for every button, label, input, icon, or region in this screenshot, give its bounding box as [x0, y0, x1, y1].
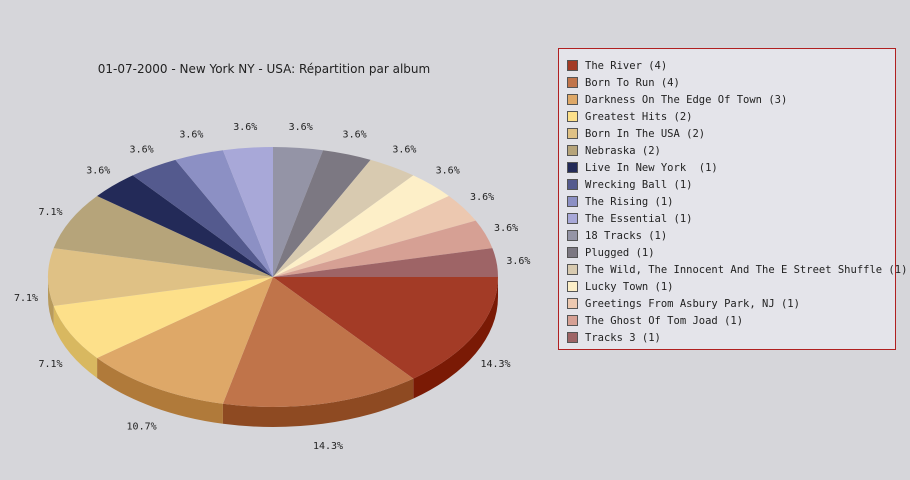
legend-label: Greetings From Asbury Park, NJ (1) — [585, 297, 800, 310]
legend-swatch — [567, 94, 578, 105]
legend-swatch — [567, 281, 578, 292]
pie-slice — [175, 150, 273, 277]
legend-label: Lucky Town (1) — [585, 280, 674, 293]
pie-slice — [273, 150, 371, 277]
slice-percent-label: 3.6% — [436, 166, 460, 177]
legend-label: Born In The USA (2) — [585, 127, 706, 140]
legend-swatch — [567, 196, 578, 207]
legend-swatch — [567, 230, 578, 241]
pie-slice — [273, 277, 498, 379]
legend-item: The Ghost Of Tom Joad (1) — [559, 312, 895, 329]
legend-label: Tracks 3 (1) — [585, 331, 661, 344]
pie-slice — [222, 277, 414, 407]
pie-slice — [47, 248, 273, 306]
legend-label: Wrecking Ball (1) — [585, 178, 693, 191]
slice-percent-label: 7.1% — [38, 207, 62, 218]
slice-percent-label: 3.6% — [233, 122, 257, 133]
pie-slice-side — [53, 305, 98, 379]
legend-item: Nebraska (2) — [559, 142, 895, 159]
slice-percent-label: 3.6% — [130, 144, 154, 155]
pie-slice — [53, 195, 273, 277]
pie-slice — [97, 277, 273, 404]
slice-percent-label: 3.6% — [179, 130, 203, 141]
pie-chart: 14.3% 14.3% 10.7% 7.1% 7.1% 7.1% 3.6% 3.6% 3.6% 3… — [14, 122, 530, 452]
chart-title: 01-07-2000 - New York NY - USA: Répartit… — [97, 62, 431, 76]
legend-item: Darkness On The Edge Of Town (3) — [559, 91, 895, 108]
slice-percent-label: 3.6% — [289, 122, 313, 133]
slice-percent-label: 7.1% — [38, 359, 62, 370]
pie-slice — [53, 277, 273, 359]
pie-side-walls — [48, 277, 498, 427]
legend-label: The Essential (1) — [585, 212, 693, 225]
slice-percent-label: 14.3% — [480, 359, 510, 370]
legend-swatch — [567, 60, 578, 71]
pie-slice-side — [222, 378, 414, 427]
legend-swatch — [567, 111, 578, 122]
slice-percent-label: 7.1% — [14, 293, 38, 304]
legend-label: Born To Run (4) — [585, 76, 680, 89]
legend-swatch — [567, 213, 578, 224]
legend-swatch — [567, 128, 578, 139]
pie-slice — [222, 147, 273, 277]
legend-swatch — [567, 247, 578, 258]
legend-swatch — [567, 264, 578, 275]
pie-slice-side — [413, 277, 498, 399]
pie-slice-side — [97, 358, 223, 424]
legend-item: The Wild, The Innocent And The E Street … — [559, 261, 907, 278]
slice-percent-label: 10.7% — [127, 422, 157, 433]
legend-swatch — [567, 179, 578, 190]
legend-label: 18 Tracks (1) — [585, 229, 668, 242]
legend-item: The Essential (1) — [559, 210, 895, 227]
legend-item: Tracks 3 (1) — [559, 329, 895, 346]
pie-slice — [273, 159, 414, 277]
legend-swatch — [567, 145, 578, 156]
legend-label: The Ghost Of Tom Joad (1) — [585, 314, 744, 327]
legend-swatch — [567, 315, 578, 326]
legend-item: Born To Run (4) — [559, 74, 895, 91]
pie-slice — [273, 175, 449, 277]
pie-slice — [273, 248, 498, 277]
legend-label: Darkness On The Edge Of Town (3) — [585, 93, 788, 106]
legend-swatch — [567, 77, 578, 88]
legend-item: Plugged (1) — [559, 244, 895, 261]
pie-slice — [273, 220, 493, 277]
slice-percent-label: 3.6% — [506, 256, 530, 267]
legend-label: The Rising (1) — [585, 195, 674, 208]
pie-slice-side — [48, 277, 54, 326]
pie-slice — [273, 147, 324, 277]
slice-percent-label: 3.6% — [86, 166, 110, 177]
legend-label: The River (4) — [585, 59, 668, 72]
legend-label: Live In New York (1) — [585, 161, 718, 174]
legend-item: Born In The USA (2) — [559, 125, 895, 142]
legend-item: Greetings From Asbury Park, NJ (1) — [559, 295, 895, 312]
legend-label: Plugged (1) — [585, 246, 655, 259]
legend-label: Greatest Hits (2) — [585, 110, 693, 123]
slice-percent-label: 3.6% — [470, 192, 494, 203]
legend-swatch — [567, 332, 578, 343]
pie-slice — [273, 195, 476, 277]
slice-percent-label: 14.3% — [313, 441, 343, 452]
legend-label: The Wild, The Innocent And The E Street … — [585, 263, 908, 276]
legend-item: The Rising (1) — [559, 193, 895, 210]
legend-item: Wrecking Ball (1) — [559, 176, 895, 193]
pie-slice — [132, 159, 273, 277]
legend-swatch — [567, 162, 578, 173]
legend-item: Lucky Town (1) — [559, 278, 895, 295]
legend: The River (4) Born To Run (4) Darkness On … — [558, 48, 907, 350]
slice-percent-label: 3.6% — [494, 223, 518, 234]
slice-percent-label: 3.6% — [392, 144, 416, 155]
legend-swatch — [567, 298, 578, 309]
legend-item: Live In New York (1) — [559, 159, 895, 176]
legend-label: Nebraska (2) — [585, 144, 661, 157]
legend-item: The River (4) — [559, 57, 895, 74]
legend-item: 18 Tracks (1) — [559, 227, 895, 244]
legend-item: Greatest Hits (2) — [559, 108, 895, 125]
slice-percent-label: 3.6% — [343, 130, 367, 141]
pie-slice — [97, 175, 273, 277]
